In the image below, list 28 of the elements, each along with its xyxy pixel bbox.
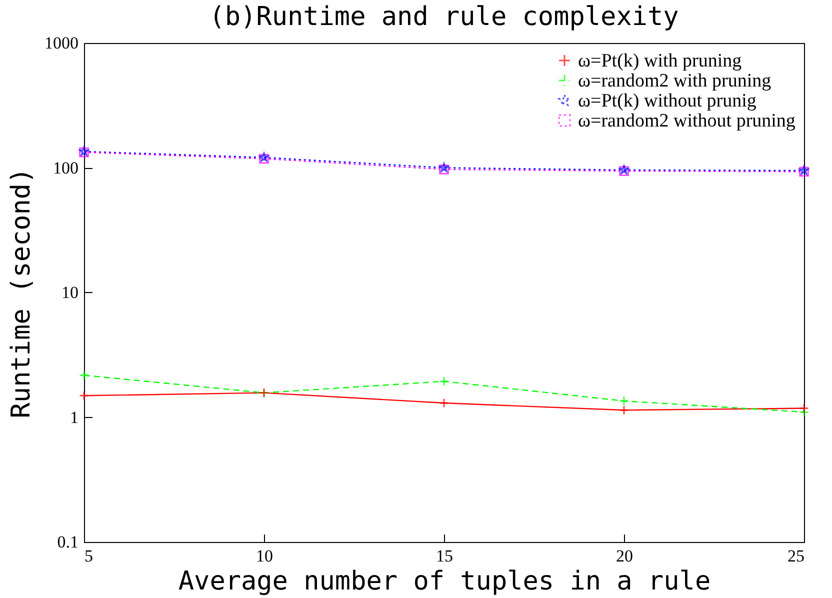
point xyxy=(439,398,449,408)
y-tick-label: 0.1 xyxy=(57,532,78,552)
point xyxy=(799,403,809,414)
x-tick-label: 25 xyxy=(788,546,804,566)
point xyxy=(619,166,629,176)
y-tick-label: 1000 xyxy=(44,34,78,52)
x-axis-title: Average number of tuples in a rule xyxy=(178,566,711,596)
point xyxy=(79,370,89,380)
y-tick-label: 100 xyxy=(53,158,78,178)
y-tick-label: 1 xyxy=(70,408,78,427)
point xyxy=(799,166,809,177)
point xyxy=(619,396,629,406)
legend-label: ω=Pt(k) without prunig xyxy=(578,90,757,112)
y-tick-label: 10 xyxy=(62,283,78,302)
chart-title: (b)Runtime and rule complexity xyxy=(209,2,679,32)
legend-label: ω=Pt(k) with pruning xyxy=(578,50,742,72)
point xyxy=(439,376,449,386)
point xyxy=(439,162,449,172)
point xyxy=(619,405,629,416)
x-tick-label: 5 xyxy=(84,546,93,566)
x-tick-label: 20 xyxy=(616,546,633,566)
x-tick-label: 15 xyxy=(436,546,453,566)
point xyxy=(79,390,89,401)
point xyxy=(439,164,449,174)
x-tick-label: 10 xyxy=(256,546,273,566)
y-axis-title: Runtime (second) xyxy=(6,168,36,418)
legend-label: ω=random2 without pruning xyxy=(578,110,796,132)
legend-label: ω=random2 with pruning xyxy=(578,70,772,92)
